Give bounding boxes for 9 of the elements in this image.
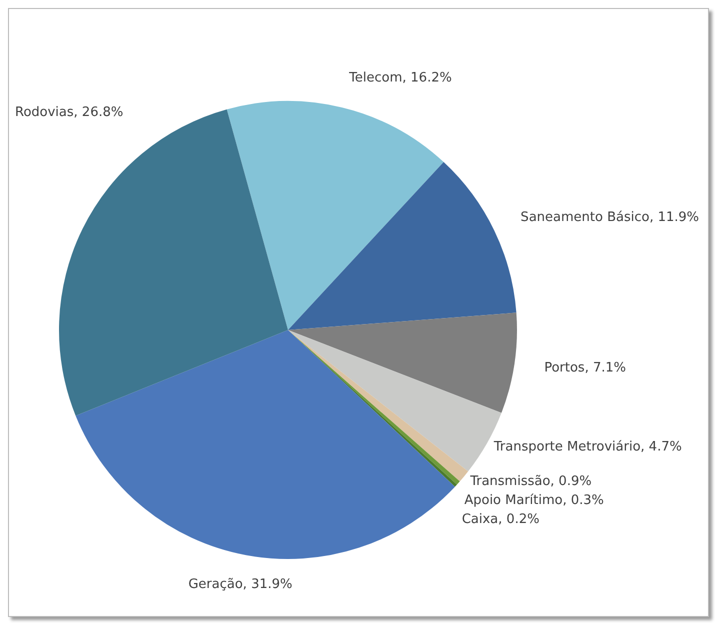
slice-label: Transmissão, 0.9% [469,474,592,489]
slice-label: Transporte Metroviário, 4.7% [492,440,682,455]
slice-label: Caixa, 0.2% [462,512,540,527]
slice-label: Rodovias, 26.8% [15,104,124,120]
slice-label: Apoio Marítimo, 0.3% [464,492,604,508]
slice-label: Saneamento Básico, 11.9% [520,210,700,225]
slice-label: Telecom, 16.2% [348,70,452,86]
slice-label: Portos, 7.1% [544,360,626,376]
slice-label: Geração, 31.9% [188,576,292,592]
